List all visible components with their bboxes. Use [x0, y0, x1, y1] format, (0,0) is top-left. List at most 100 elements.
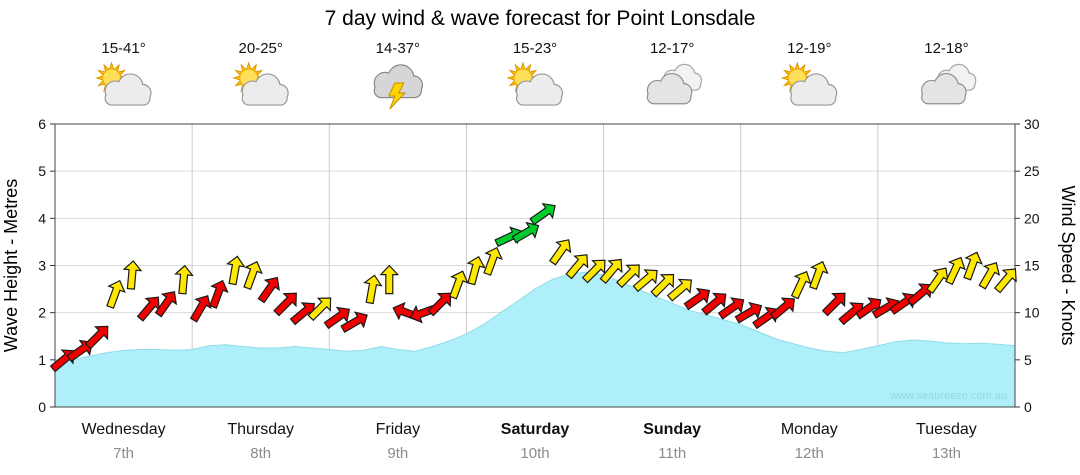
cloud-part [517, 92, 561, 105]
day-date-label: 12th [795, 445, 824, 462]
knot-tick-label: 20 [1024, 210, 1040, 226]
wave-height-area [54, 271, 1016, 408]
day-name-label: Wednesday [81, 421, 165, 438]
day-temp-label: 15-41° [101, 40, 145, 57]
wind-arrow [978, 262, 1001, 290]
cloud-part [647, 91, 691, 104]
cloud-shape [515, 73, 564, 106]
wind-arrows [49, 202, 1017, 373]
wind-axis-title: Wind Speed - Knots [1058, 185, 1078, 345]
day-name-label: Thursday [227, 421, 294, 438]
day-date-label: 10th [520, 445, 549, 462]
wind-arrow [189, 295, 212, 323]
day-temp-label: 12-17° [650, 40, 694, 57]
day-name-label: Saturday [501, 421, 570, 438]
knot-tick-label: 0 [1024, 399, 1032, 415]
wind-arrow [154, 291, 178, 318]
partly-cloudy-icon [94, 61, 152, 106]
day-temp-label: 14-37° [376, 40, 420, 57]
wind-arrow [136, 296, 160, 322]
wind-arrow [963, 251, 983, 281]
wind-arrow [209, 279, 229, 309]
knot-tick-label: 10 [1024, 305, 1040, 321]
wind-arrow [529, 202, 556, 226]
day-name-label: Friday [376, 421, 420, 438]
day-date-label: 11th [658, 445, 686, 462]
wave-tick-label: 4 [38, 210, 46, 226]
wind-arrow [683, 287, 711, 311]
cloudy-icon [921, 63, 977, 105]
cloud-part [242, 92, 287, 105]
day-date-label: 9th [387, 445, 408, 462]
cloud-shape [921, 72, 967, 105]
wave-tick-label: 3 [38, 258, 46, 274]
wind-arrow [650, 273, 675, 298]
wind-arrow [666, 278, 693, 302]
wind-arrow [945, 256, 966, 286]
wind-arrow [565, 254, 589, 280]
wave-tick-label: 5 [38, 163, 46, 179]
cloud-part [105, 92, 150, 105]
wind-arrow [379, 264, 400, 295]
day-temp-label: 20-25° [239, 40, 283, 57]
wind-arrow [769, 297, 795, 321]
wind-arrow [993, 268, 1017, 294]
wind-arrow [273, 292, 297, 317]
day-date-label: 13th [932, 445, 961, 462]
wind-arrow [717, 297, 745, 320]
day-date-label: 7th [113, 445, 134, 462]
wind-arrow [548, 239, 572, 266]
day-name-label: Tuesday [916, 421, 977, 438]
knot-tick-label: 30 [1024, 116, 1040, 132]
cloud-shape [104, 73, 152, 106]
wind-arrow [84, 325, 109, 350]
wind-arrow [449, 270, 469, 300]
wind-arrow [616, 264, 640, 289]
knot-tick-label: 25 [1024, 163, 1040, 179]
cloud-shape [646, 72, 693, 105]
cloudy-icon [646, 63, 703, 105]
partly-cloudy-icon [780, 61, 838, 106]
wind-arrow [257, 276, 280, 304]
wave-tick-label: 2 [38, 305, 46, 321]
wind-arrow [174, 264, 194, 295]
wind-arrow [340, 311, 368, 333]
wave-axis-title: Wave Height - Metres [1, 179, 21, 352]
thunderstorm-icon [373, 64, 424, 110]
wind-arrow [926, 267, 949, 294]
day-temp-label: 15-23° [513, 40, 557, 57]
wind-arrow [106, 279, 126, 309]
wind-arrow [790, 270, 812, 300]
lightning-bolt-shape [388, 82, 407, 110]
wave-tick-label: 6 [38, 116, 46, 132]
wind-arrow [307, 297, 332, 322]
wind-arrow [701, 292, 727, 316]
wind-arrow [483, 246, 503, 276]
wind-arrow [427, 292, 452, 317]
wind-arrow [226, 255, 246, 286]
wave-tick-label: 1 [38, 352, 46, 368]
wind-arrow [122, 260, 143, 290]
wind-arrow [511, 221, 540, 244]
partly-cloudy-icon [232, 61, 289, 106]
page-title: 7 day wind & wave forecast for Point Lon… [324, 7, 756, 30]
wind-arrow [581, 259, 606, 284]
wind-arrow [734, 301, 763, 324]
day-name-label: Sunday [643, 421, 701, 438]
wave-tick-label: 0 [38, 399, 46, 415]
day-date-label: 8th [250, 445, 271, 462]
watermark-text: www.seabreeze.com.au [889, 390, 1007, 402]
wind-arrow [363, 274, 383, 305]
cloud-shape [241, 73, 289, 106]
wind-arrow [809, 260, 829, 291]
cloud-part [791, 92, 836, 105]
cloud-part [922, 91, 965, 104]
wind-arrow [854, 297, 882, 320]
knot-tick-label: 5 [1024, 352, 1032, 368]
wind-arrow [632, 269, 658, 293]
cloud-shape [790, 73, 838, 106]
day-name-label: Monday [781, 421, 838, 438]
day-temp-label: 12-18° [924, 40, 968, 57]
axis-ticks: 0 1 2 3 4 5 6 0 5 10 15 20 25 30 [38, 116, 1040, 415]
